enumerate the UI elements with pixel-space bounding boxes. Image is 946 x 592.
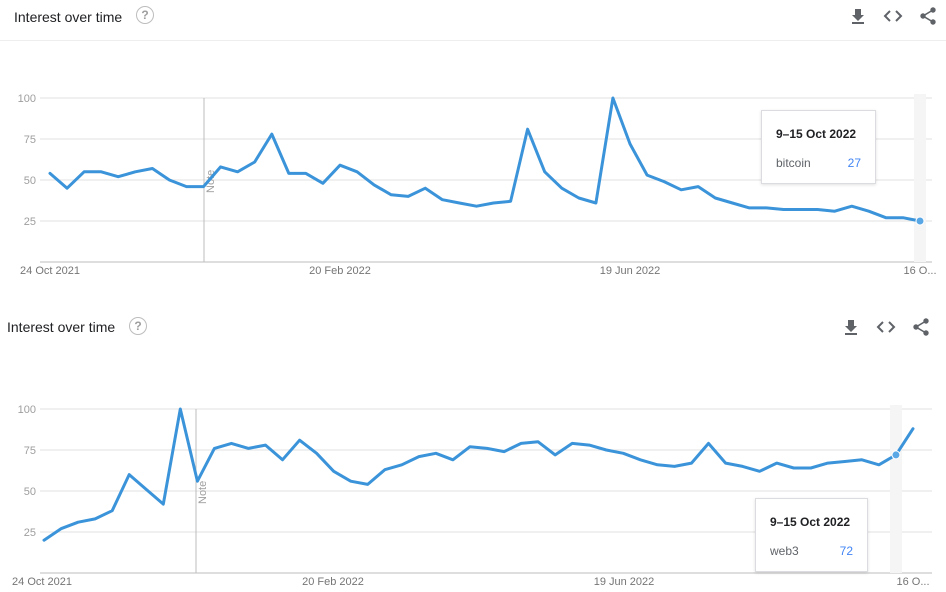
x-tick-label: 20 Feb 2022 <box>309 265 371 277</box>
note-label: Note <box>197 481 209 504</box>
header-divider <box>0 40 946 41</box>
y-tick-label: 50 <box>24 175 36 187</box>
tooltip-value: 27 <box>847 156 861 170</box>
panel-header: Interest over time ? <box>0 0 946 40</box>
x-tick-label: 19 Jun 2022 <box>594 576 655 588</box>
x-tick-label: 19 Jun 2022 <box>600 265 661 277</box>
share-icon[interactable] <box>911 317 931 337</box>
line-chart-web3: 25 50 75 100 24 Oct 2021 20 Feb 2022 19 Jun 20… <box>12 404 932 588</box>
panel-header: Interest over time ? <box>0 308 946 348</box>
share-icon[interactable] <box>918 6 938 26</box>
chart-tooltip: 9–15 Oct 2022 web3 72 <box>755 498 868 572</box>
x-tick-label: 24 Oct 2021 <box>12 576 72 588</box>
hover-band <box>914 94 926 262</box>
y-tick-label: 75 <box>24 134 36 146</box>
x-tick-label: 16 O... <box>903 265 936 277</box>
tooltip-term: web3 <box>770 544 799 558</box>
y-tick-label: 100 <box>18 93 36 105</box>
help-icon[interactable]: ? <box>136 6 154 24</box>
embed-icon[interactable] <box>876 317 896 337</box>
x-tick-label: 20 Feb 2022 <box>302 576 364 588</box>
x-tick-label: 16 O... <box>896 576 929 588</box>
tooltip-date: 9–15 Oct 2022 <box>776 127 857 141</box>
y-tick-label: 50 <box>24 486 36 498</box>
hover-band <box>889 405 902 573</box>
tooltip-value: 72 <box>839 544 853 558</box>
download-icon[interactable] <box>848 6 868 26</box>
highlight-point <box>915 216 925 226</box>
line-chart-bitcoin: 25 50 75 100 24 Oct 2021 20 Feb 2022 19 Jun 20… <box>18 93 937 277</box>
highlight-point <box>891 450 901 460</box>
y-tick-label: 25 <box>24 216 36 228</box>
y-tick-label: 25 <box>24 527 36 539</box>
panel-title: Interest over time <box>7 319 116 335</box>
y-tick-label: 75 <box>24 445 36 457</box>
download-icon[interactable] <box>841 317 861 337</box>
chart-panel-web3: Interest over time ? 25 50 75 100 24 Oct 202… <box>0 308 946 592</box>
series-line-bitcoin <box>48 96 922 223</box>
y-tick-label: 100 <box>18 404 36 416</box>
panel-title: Interest over time <box>14 9 123 25</box>
embed-icon[interactable] <box>883 6 903 26</box>
chart-tooltip: 9–15 Oct 2022 bitcoin 27 <box>761 110 876 184</box>
series-line-web3 <box>42 407 915 542</box>
chart-panel-bitcoin: Interest over time ? 25 50 75 100 24 Oct 202… <box>0 0 946 290</box>
tooltip-date: 9–15 Oct 2022 <box>770 515 851 529</box>
x-tick-label: 24 Oct 2021 <box>20 265 80 277</box>
help-icon[interactable]: ? <box>129 317 147 335</box>
tooltip-term: bitcoin <box>776 156 811 170</box>
